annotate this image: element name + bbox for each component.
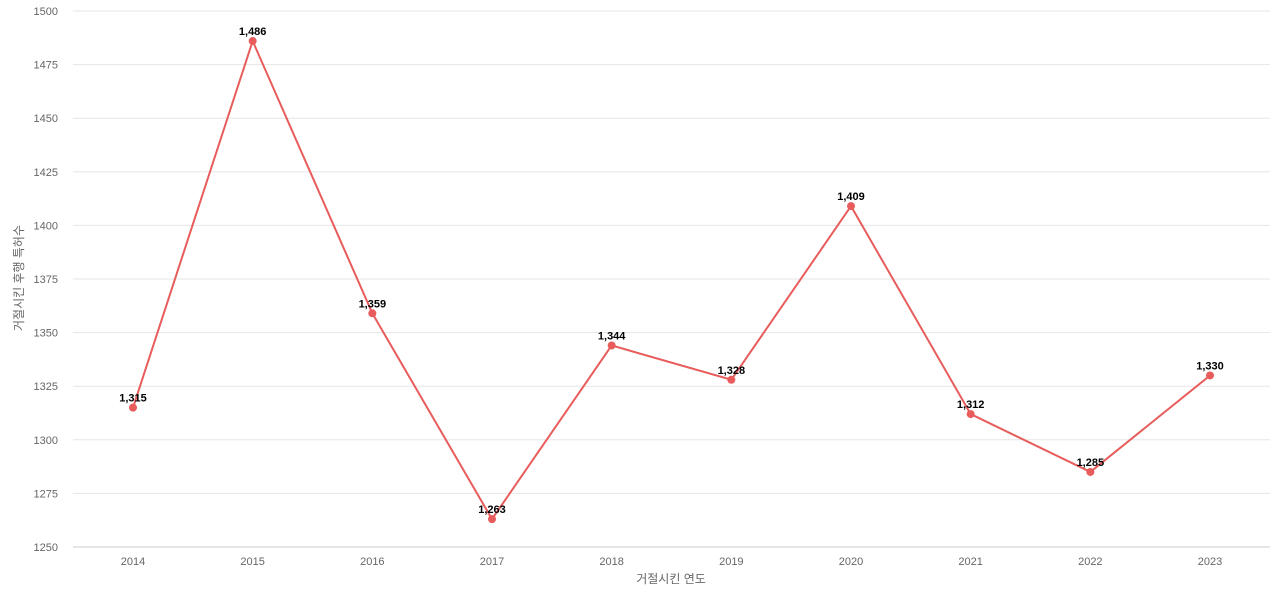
x-tick-label: 2017: [480, 556, 504, 568]
y-tick-label: 1400: [34, 220, 58, 232]
series-line: [132, 38, 1211, 521]
y-tick-label: 1350: [34, 328, 58, 340]
y-tick-label: 1450: [34, 113, 58, 125]
data-label: 1,263: [478, 504, 506, 516]
data-point[interactable]: [966, 410, 975, 419]
data-point[interactable]: [607, 341, 616, 350]
grid-lines: [73, 10, 1270, 548]
data-label: 1,344: [598, 330, 626, 342]
x-tick-label: 2018: [599, 556, 623, 568]
data-point[interactable]: [488, 515, 496, 524]
y-tick-label: 1475: [34, 60, 58, 72]
data-point[interactable]: [129, 403, 137, 412]
x-tick-label: 2022: [1078, 556, 1102, 568]
data-label: 1,409: [837, 191, 865, 203]
data-point[interactable]: [1206, 371, 1214, 380]
y-tick-label: 1300: [34, 435, 58, 447]
y-tick-label: 1375: [34, 274, 58, 286]
data-point[interactable]: [847, 202, 855, 211]
data-point[interactable]: [248, 37, 257, 46]
x-tick-label: 2020: [839, 556, 863, 568]
data-point[interactable]: [368, 309, 377, 318]
data-label: 1,330: [1196, 360, 1224, 372]
data-label: 1,312: [957, 399, 985, 411]
data-point[interactable]: [1086, 467, 1095, 476]
data-label: 1,359: [359, 298, 387, 310]
x-tick-label: 2014: [121, 556, 145, 568]
y-tick-label: 1325: [34, 381, 58, 393]
data-label: 1,328: [718, 365, 746, 377]
x-tick-label: 2016: [360, 556, 384, 568]
data-labels: 1,315 1,486 1,359 1,263 1,344 1,328 1,409 1,312…: [119, 26, 1224, 516]
y-tick-label: 1425: [34, 167, 58, 179]
x-axis-title: 거절시킨 연도: [636, 572, 706, 586]
y-axis-title: 거절시킨 후행 특허수: [11, 225, 26, 331]
y-tick-label: 1275: [34, 488, 58, 500]
data-label: 1,315: [119, 393, 147, 405]
x-tick-label: 2019: [719, 556, 743, 568]
x-tick-label: 2015: [240, 556, 264, 568]
x-tick-label: 2021: [958, 556, 982, 568]
y-tick-label: 1250: [34, 542, 58, 554]
series-layer: [129, 37, 1214, 524]
data-label: 1,486: [239, 26, 267, 38]
data-point[interactable]: [727, 375, 736, 384]
x-tick-label: 2023: [1198, 556, 1222, 568]
data-label: 1,285: [1077, 457, 1105, 469]
y-tick-label: 1500: [34, 6, 58, 18]
axes: 1250 1275 1300 1325 1350 1375 1400 1425 1450 1475…: [34, 6, 1223, 568]
